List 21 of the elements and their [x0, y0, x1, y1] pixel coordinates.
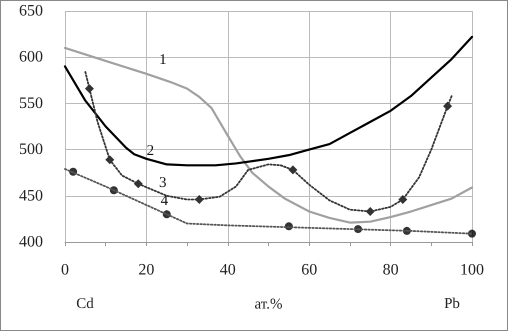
y-tick-label: 450 — [19, 187, 43, 204]
line-series — [64, 46, 474, 224]
text: Pb — [444, 296, 460, 312]
x-tick-label: 40 — [220, 262, 236, 278]
x-tick-label: 100 — [460, 262, 484, 278]
x-tick-label: 60 — [301, 262, 318, 278]
x-tick-label: 80 — [382, 262, 399, 278]
y-tick-label: 650 — [19, 2, 43, 20]
series-label: 4 — [160, 193, 169, 210]
text: Cd — [76, 296, 94, 312]
series-label: 2 — [146, 142, 154, 159]
y-tick-label: 550 — [19, 94, 43, 112]
y-tick-label: 400 — [19, 234, 43, 250]
y-tick-label: 500 — [19, 141, 43, 158]
y-tick-label: 600 — [19, 48, 43, 66]
series-label: 1 — [159, 52, 167, 68]
x-axis-title: ат.% — [254, 296, 282, 312]
line-series — [64, 36, 474, 166]
series-label: 3 — [159, 174, 166, 191]
x-tick-label: 0 — [61, 262, 69, 278]
x-tick-label: 20 — [138, 262, 154, 278]
